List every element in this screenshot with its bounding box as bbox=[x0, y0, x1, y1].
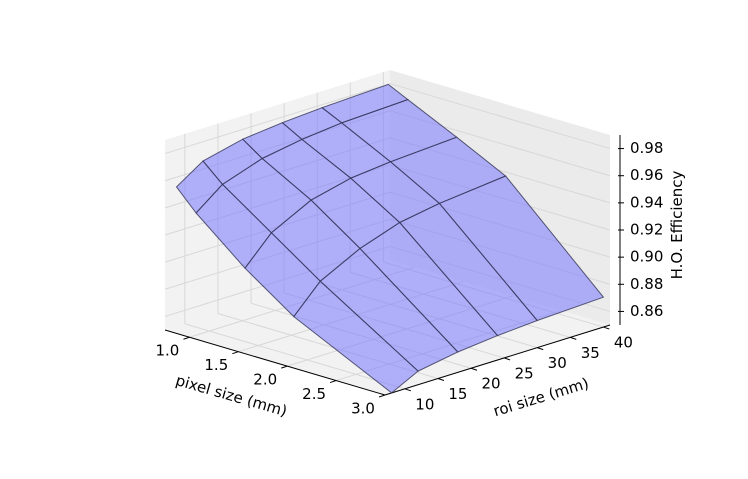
x-tick-label: 1.0 bbox=[156, 342, 180, 360]
z-tick-label: 0.96 bbox=[630, 166, 663, 184]
x-tick-label: 3.0 bbox=[351, 400, 375, 418]
y-grid-line bbox=[184, 323, 405, 390]
y-tick-label: 20 bbox=[481, 375, 500, 393]
z-grid-line bbox=[164, 83, 391, 155]
x-tick bbox=[281, 365, 288, 369]
x-tick bbox=[183, 336, 190, 340]
z-tick-label: 0.92 bbox=[630, 221, 663, 239]
z-tick-label: 0.94 bbox=[630, 193, 663, 211]
z-grid-line bbox=[389, 83, 611, 150]
y-tick bbox=[404, 388, 412, 392]
x-tick bbox=[378, 394, 386, 398]
x-tick-label: 2.5 bbox=[302, 385, 326, 403]
z-tick-label: 0.98 bbox=[630, 139, 663, 157]
y-tick-label: 10 bbox=[415, 395, 434, 413]
y-tick bbox=[537, 347, 544, 351]
y-tick bbox=[570, 336, 577, 340]
y-tick bbox=[470, 367, 478, 371]
surface bbox=[175, 83, 605, 394]
y-tick-label: 30 bbox=[548, 354, 567, 372]
y-axis-label: roi size (mm) bbox=[491, 374, 591, 420]
surface-patch bbox=[293, 280, 419, 394]
x-tick bbox=[232, 351, 239, 355]
z-tick-label: 0.88 bbox=[630, 275, 663, 293]
y-tick bbox=[437, 378, 445, 382]
x-tick bbox=[329, 380, 337, 384]
y-tick-label: 15 bbox=[448, 385, 467, 403]
z-axis-label: H.O. Efficiency bbox=[668, 170, 686, 279]
y-tick-label: 40 bbox=[614, 334, 633, 352]
y-tick-label: 25 bbox=[515, 364, 534, 382]
x-tick-label: 1.5 bbox=[204, 356, 228, 374]
axis-line bbox=[164, 329, 386, 396]
axis-line bbox=[384, 324, 611, 396]
z-tick-label: 0.86 bbox=[630, 302, 663, 320]
y-tick-label: 35 bbox=[581, 344, 600, 362]
z-tick-label: 0.90 bbox=[630, 248, 663, 266]
x-tick-label: 2.0 bbox=[253, 371, 277, 389]
y-tick bbox=[503, 357, 511, 361]
y-tick bbox=[603, 326, 610, 330]
